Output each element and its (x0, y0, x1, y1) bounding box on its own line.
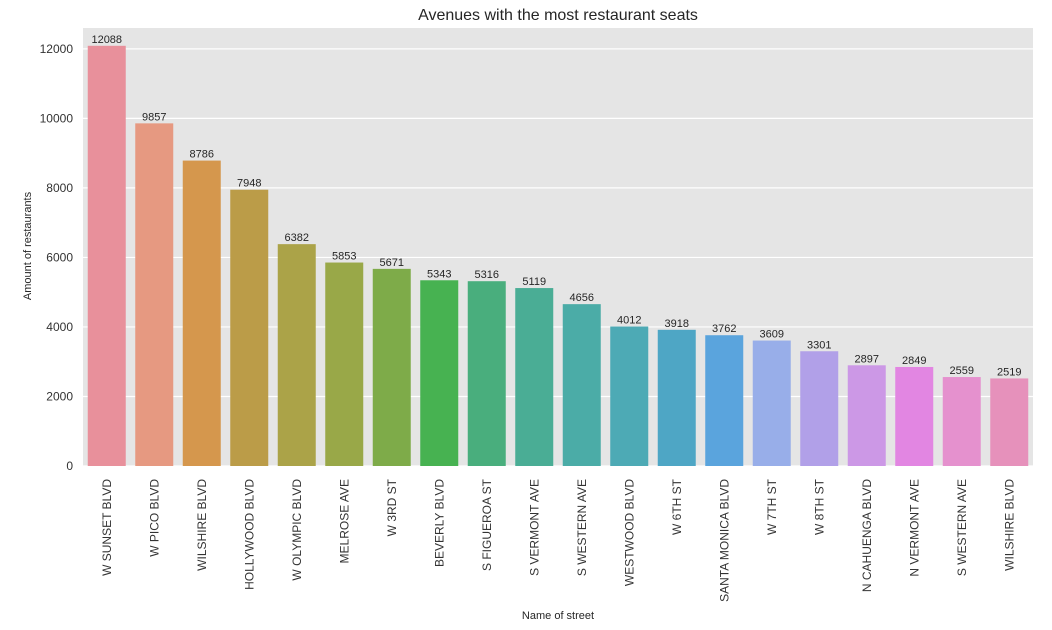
x-tick-label: S FIGUEROA ST (480, 478, 494, 571)
bar-17 (847, 365, 886, 466)
bar-5 (277, 244, 316, 466)
bar-20 (990, 378, 1029, 466)
y-tick-label: 6000 (46, 250, 73, 264)
x-tick-label: BEVERLY BLVD (432, 479, 446, 567)
x-axis-label: Name of street (522, 610, 594, 622)
x-tick-label: W 3RD ST (385, 478, 399, 536)
x-tick-label: N CAHUENGA BLVD (860, 479, 874, 592)
bar-18 (895, 366, 934, 466)
bar-value-label: 2849 (902, 355, 926, 367)
x-tick-label: W SUNSET BLVD (100, 479, 114, 576)
bar-value-label: 5853 (332, 251, 356, 263)
bar-15 (752, 340, 791, 466)
bar-value-label: 5316 (475, 269, 499, 281)
bars (87, 45, 1029, 467)
y-tick-label: 10000 (40, 111, 74, 125)
x-tick-label: WILSHIRE BLVD (195, 479, 209, 571)
bar-6 (325, 262, 364, 466)
x-tick-label: SANTA MONICA BLVD (717, 479, 731, 602)
y-tick-label: 2000 (46, 389, 73, 403)
bar-1 (87, 45, 126, 466)
x-axis-ticks: W SUNSET BLVD W PICO BLVD WILSHIRE BLVD HOL… (100, 478, 1017, 602)
bar-value-label: 5671 (380, 257, 404, 269)
y-axis-label: Amount of restaurants (22, 191, 34, 300)
bar-2 (135, 123, 174, 467)
x-tick-label: W 7TH ST (765, 478, 779, 535)
x-tick-label: W OLYMPIC BLVD (290, 479, 304, 581)
bar-value-label: 4656 (570, 292, 594, 304)
bar-value-label: 4012 (617, 315, 641, 327)
bar-value-label: 3609 (760, 329, 784, 341)
y-tick-label: 12000 (40, 42, 74, 56)
x-tick-label: N VERMONT AVE (907, 479, 921, 577)
bar-value-label: 3918 (665, 318, 689, 330)
bar-11 (562, 304, 601, 466)
x-tick-label: WESTWOOD BLVD (622, 479, 636, 586)
bar-4 (230, 189, 269, 466)
bar-value-label: 6382 (285, 232, 309, 244)
x-tick-label: MELROSE AVE (337, 479, 351, 563)
bar-value-label: 12088 (91, 34, 122, 46)
chart-title: Avenues with the most restaurant seats (418, 7, 698, 24)
y-axis-ticks: 0 2000 4000 6000 8000 10000 12000 (40, 42, 74, 473)
x-tick-label: W 6TH ST (670, 478, 684, 535)
bar-value-label: 2897 (855, 353, 879, 365)
bar-value-label: 3762 (712, 323, 736, 335)
bar-value-label: 2519 (997, 366, 1021, 378)
bar-value-label: 7948 (237, 178, 261, 190)
bar-value-label: 5343 (427, 268, 451, 280)
data-labels: 12088 9857 8786 7948 6382 5853 5671 5343 5316 511… (91, 34, 1021, 379)
x-tick-label: S WESTERN AVE (575, 479, 589, 576)
x-tick-label: WILSHIRE BLVD (1002, 479, 1016, 571)
bar-value-label: 3301 (807, 339, 831, 351)
bar-12 (610, 326, 649, 466)
bar-13 (657, 329, 696, 466)
x-tick-label: S WESTERN AVE (955, 479, 969, 576)
bar-8 (420, 280, 459, 466)
bar-3 (182, 160, 221, 466)
y-tick-label: 4000 (46, 320, 73, 334)
bar-16 (800, 351, 839, 466)
bar-10 (515, 288, 554, 466)
y-tick-label: 0 (66, 459, 73, 473)
bar-14 (705, 335, 744, 466)
bar-value-label: 9857 (142, 111, 166, 123)
plot-background (83, 28, 1033, 466)
bar-value-label: 8786 (190, 149, 214, 161)
y-tick-label: 8000 (46, 181, 73, 195)
bar-7 (372, 268, 411, 466)
bar-value-label: 5119 (522, 276, 546, 288)
bar-value-label: 2559 (950, 365, 974, 377)
bar-19 (942, 377, 981, 466)
x-tick-label: S VERMONT AVE (527, 479, 541, 576)
x-tick-label: W 8TH ST (812, 478, 826, 535)
x-tick-label: HOLLYWOOD BLVD (242, 479, 256, 590)
bar-9 (467, 281, 506, 466)
x-tick-label: W PICO BLVD (147, 479, 161, 557)
